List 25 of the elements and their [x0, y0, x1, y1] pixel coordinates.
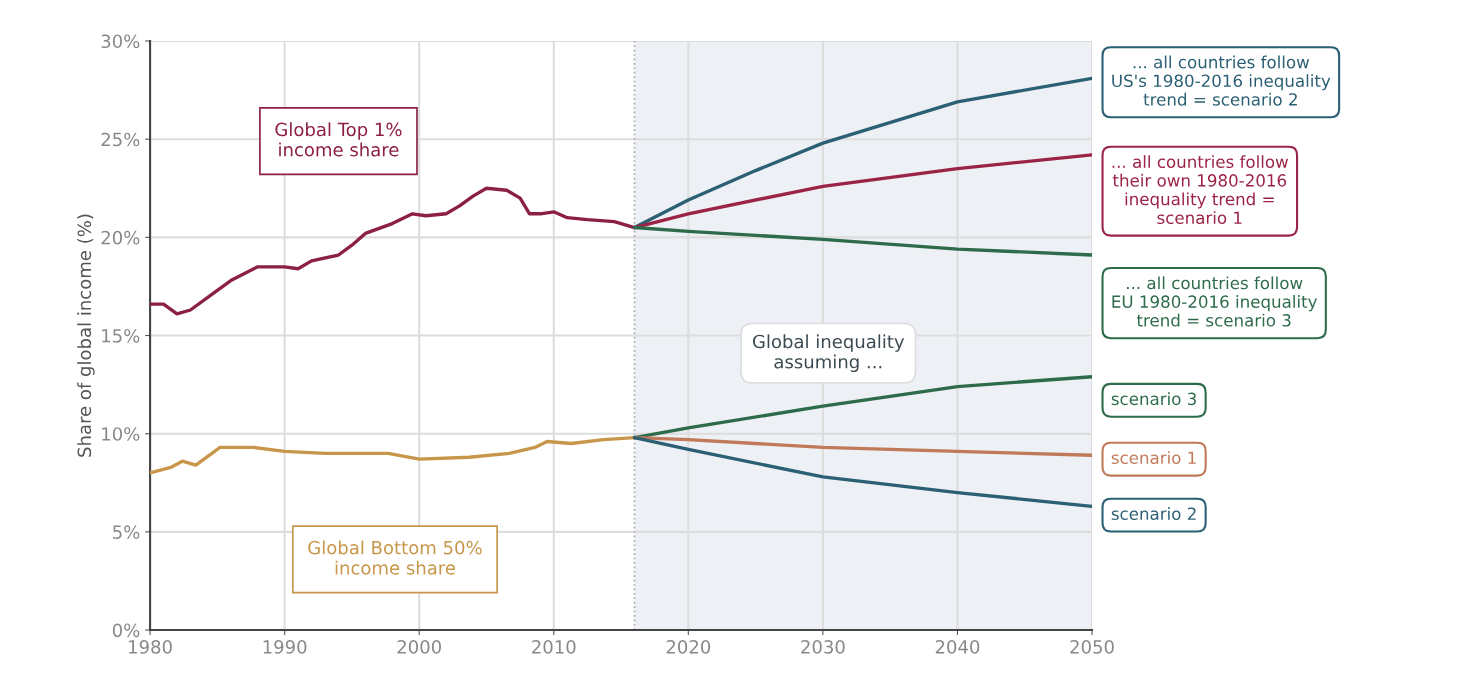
x-tick-label: 1980 — [129, 640, 172, 654]
series-label: ... all countries follow US's 1980-2016 inequality trend = scenario 2 — [1112, 55, 1331, 106]
text: Global Top 1% income share — [275, 122, 402, 157]
series-label: scenario 1 — [1111, 451, 1196, 465]
x-tick-label: 2030 — [801, 640, 845, 654]
text: Global Bottom 50% income share — [308, 540, 482, 575]
x-tick-label: 2000 — [397, 640, 441, 654]
y-tick-label: 10% — [102, 427, 140, 441]
y-tick-label: 30% — [101, 34, 140, 49]
x-tick-label: 2010 — [532, 640, 576, 654]
series-label: scenario 3 — [1111, 392, 1196, 406]
x-tick-label: 2050 — [1070, 640, 1114, 654]
series-label: ... all countries follow their own 1980-2016 inequality trend = scenario 1 — [1112, 155, 1289, 225]
series-label: ... all countries follow EU 1980-2016 inequality trend = scenario 3 — [1112, 276, 1317, 327]
x-tick-label: 2020 — [666, 640, 711, 654]
y-tick-label: 5% — [113, 525, 140, 539]
y-tick-label: 25% — [101, 132, 140, 147]
y-tick-label: 15% — [102, 328, 140, 343]
y-axis-title: Share of global income (%) — [77, 214, 95, 457]
y-tick-label: 20% — [101, 230, 140, 245]
annotation: Global inequality assuming ... — [752, 334, 905, 373]
y-tick-label: 0% — [112, 623, 140, 638]
x-tick-label: 2040 — [935, 640, 980, 654]
series-label: scenario 2 — [1111, 507, 1196, 520]
x-tick-label: 1990 — [263, 640, 307, 654]
